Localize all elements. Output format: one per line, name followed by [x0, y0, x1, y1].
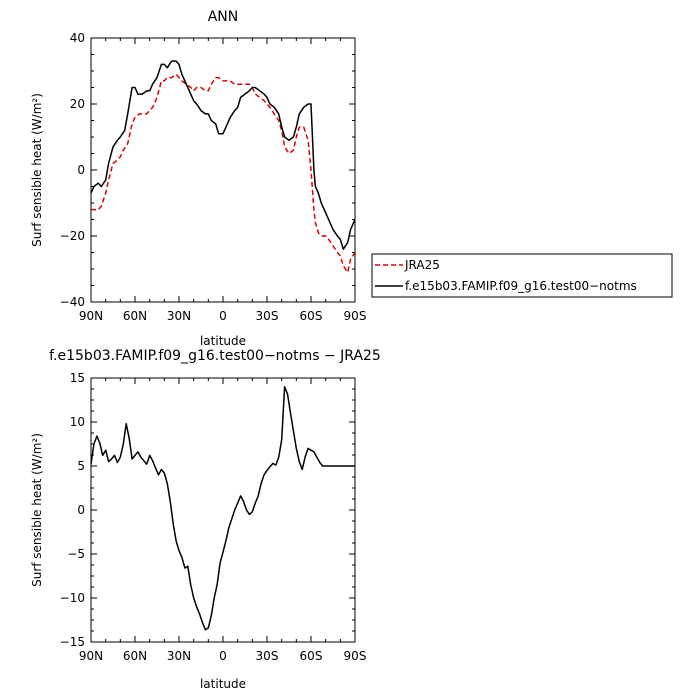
- y-tick-label: 10: [70, 415, 85, 429]
- x-tick-label: 0: [219, 309, 227, 323]
- x-tick-label: 60S: [300, 649, 323, 663]
- series-line-0-0: [91, 73, 356, 274]
- x-tick-label: 90S: [344, 649, 367, 663]
- top-panel: ANN latitude Surf sensible heat (W/m²) 9…: [30, 9, 673, 348]
- top-panel-lines: [90, 60, 356, 274]
- top-panel-ticks: 90N 60N 30N 0 30S 60S 90S −40 −20 0 20 40: [60, 31, 367, 323]
- x-tick-label: 30N: [167, 309, 191, 323]
- series-line-0-1: [90, 60, 356, 250]
- top-panel-frame: [90, 37, 356, 303]
- legend: JRA25 f.e15b03.FAMIP.f09_g16.test00−notm…: [371, 253, 673, 298]
- top-panel-xlabel: latitude: [200, 334, 246, 348]
- y-tick-label: −5: [67, 547, 85, 561]
- bottom-panel-ylabel: Surf sensible heat (W/m²): [30, 433, 44, 587]
- y-tick-label: 0: [77, 503, 85, 517]
- x-tick-label: 0: [219, 649, 227, 663]
- x-tick-label: 60N: [123, 649, 147, 663]
- top-panel-ylabel: Surf sensible heat (W/m²): [30, 93, 44, 247]
- bottom-panel-lines: [90, 386, 355, 631]
- y-tick-label: 20: [70, 97, 85, 111]
- x-tick-label: 30S: [256, 309, 279, 323]
- x-tick-label: 90N: [79, 309, 103, 323]
- x-tick-label: 90S: [344, 309, 367, 323]
- y-tick-label: −20: [60, 229, 85, 243]
- bottom-panel: f.e15b03.FAMIP.f09_g16.test00−notms − JR…: [30, 348, 381, 691]
- y-tick-label: −10: [60, 591, 85, 605]
- bottom-panel-frame: [90, 377, 356, 643]
- legend-label-model: f.e15b03.FAMIP.f09_g16.test00−notms: [405, 279, 637, 293]
- series-line-1-0: [90, 386, 355, 631]
- x-tick-label: 30N: [167, 649, 191, 663]
- y-tick-label: 5: [77, 459, 85, 473]
- legend-box: [371, 253, 673, 298]
- y-tick-label: 0: [77, 163, 85, 177]
- y-tick-label: −15: [60, 635, 85, 649]
- x-tick-label: 60N: [123, 309, 147, 323]
- bottom-panel-xlabel: latitude: [200, 677, 246, 691]
- x-tick-label: 60S: [300, 309, 323, 323]
- bottom-panel-title: f.e15b03.FAMIP.f09_g16.test00−notms − JR…: [49, 348, 381, 364]
- x-tick-label: 30S: [256, 649, 279, 663]
- x-tick-label: 90N: [79, 649, 103, 663]
- y-tick-label: −40: [60, 295, 85, 309]
- y-tick-label: 40: [70, 31, 85, 45]
- legend-label-jra25: JRA25: [404, 258, 440, 272]
- bottom-panel-ticks: 90N 60N 30N 0 30S 60S 90S −15 −10 −5 0 5 10 15: [60, 371, 367, 663]
- top-panel-title: ANN: [208, 9, 239, 25]
- y-tick-label: 15: [70, 371, 85, 385]
